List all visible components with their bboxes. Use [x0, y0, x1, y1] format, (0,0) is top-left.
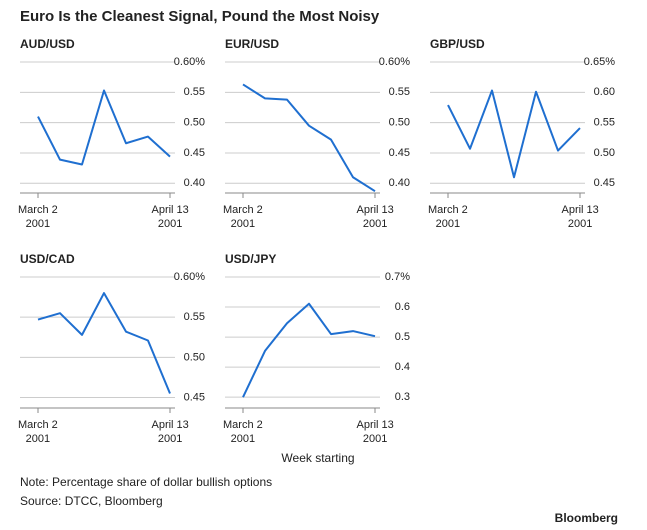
y-tick-label: 0.55	[184, 311, 205, 323]
line-series	[37, 292, 171, 394]
y-tick-label: 0.7%	[385, 271, 410, 283]
y-tick-label: 0.45	[389, 147, 410, 159]
y-tick-label: 0.45	[184, 391, 205, 403]
y-tick-label: 0.4	[395, 361, 410, 373]
y-tick-label: 0.50	[184, 351, 205, 363]
line-series	[447, 89, 581, 179]
line-series	[242, 83, 376, 193]
y-tick-label: 0.50	[594, 147, 615, 159]
y-tick-label: 0.6	[395, 301, 410, 313]
note: Note: Percentage share of dollar bullish…	[20, 475, 272, 489]
x-tick-label: March 2 2001	[223, 204, 263, 230]
panel-title: GBP/USD	[430, 37, 485, 51]
y-tick-label: 0.5	[395, 331, 410, 343]
panel-title: AUD/USD	[20, 37, 75, 51]
x-tick-label: March 2 2001	[18, 419, 58, 445]
main-title: Euro Is the Cleanest Signal, Pound the M…	[20, 8, 380, 25]
y-tick-label: 0.45	[184, 147, 205, 159]
x-tick-label: April 13 2001	[151, 204, 189, 230]
line-series	[37, 89, 171, 166]
y-tick-label: 0.55	[184, 86, 205, 98]
x-tick-label: March 2 2001	[428, 204, 468, 230]
y-tick-label: 0.40	[184, 177, 205, 189]
y-tick-label: 0.60%	[174, 56, 205, 68]
panel-title: USD/CAD	[20, 252, 75, 266]
x-tick-label: April 13 2001	[151, 419, 189, 445]
y-tick-label: 0.60%	[379, 56, 410, 68]
x-tick-label: April 13 2001	[356, 419, 394, 445]
y-tick-label: 0.50	[184, 117, 205, 129]
y-tick-label: 0.60%	[174, 271, 205, 283]
x-tick-label: March 2 2001	[223, 419, 263, 445]
brand: Bloomberg	[555, 511, 618, 525]
y-tick-label: 0.40	[389, 177, 410, 189]
y-tick-label: 0.60	[594, 86, 615, 98]
y-tick-label: 0.50	[389, 117, 410, 129]
x-tick-label: March 2 2001	[18, 204, 58, 230]
x-axis-label: Week starting	[281, 451, 354, 465]
y-tick-label: 0.45	[594, 177, 615, 189]
x-tick-label: April 13 2001	[561, 204, 599, 230]
y-tick-label: 0.55	[594, 117, 615, 129]
x-tick-label: April 13 2001	[356, 204, 394, 230]
line-series	[242, 302, 376, 398]
y-tick-label: 0.55	[389, 86, 410, 98]
panel-title: EUR/USD	[225, 37, 279, 51]
y-tick-label: 0.65%	[584, 56, 615, 68]
source: Source: DTCC, Bloomberg	[20, 494, 163, 508]
y-tick-label: 0.3	[395, 391, 410, 403]
panel-title: USD/JPY	[225, 252, 276, 266]
